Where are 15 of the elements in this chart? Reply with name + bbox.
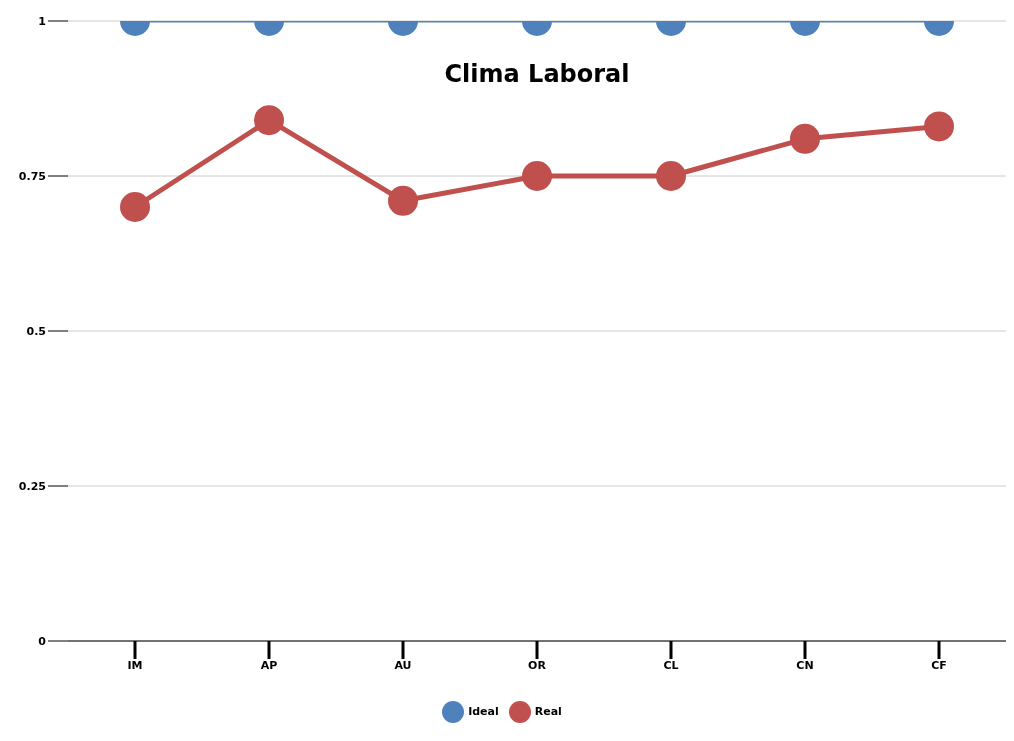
legend-label: Ideal xyxy=(468,705,499,718)
x-tick-label: CN xyxy=(796,658,814,672)
text: Clima Laboral xyxy=(443,60,631,88)
x-tick-label: AP xyxy=(260,658,278,672)
y-tick-label: 1 xyxy=(38,14,46,28)
x-tick-label: AU xyxy=(394,658,412,672)
y-tick-label: 0 xyxy=(38,634,47,648)
y-tick-label: 0.75 xyxy=(18,169,46,183)
x-tick-label: OR xyxy=(528,658,547,672)
x-tick-label: IM xyxy=(127,658,143,672)
y-tick-label: 0.5 xyxy=(26,324,46,338)
x-tick-label: CL xyxy=(663,658,679,672)
y-tick-label: 0.25 xyxy=(18,479,46,493)
legend-label: Real xyxy=(534,705,562,718)
x-tick-label: CF xyxy=(931,658,947,672)
